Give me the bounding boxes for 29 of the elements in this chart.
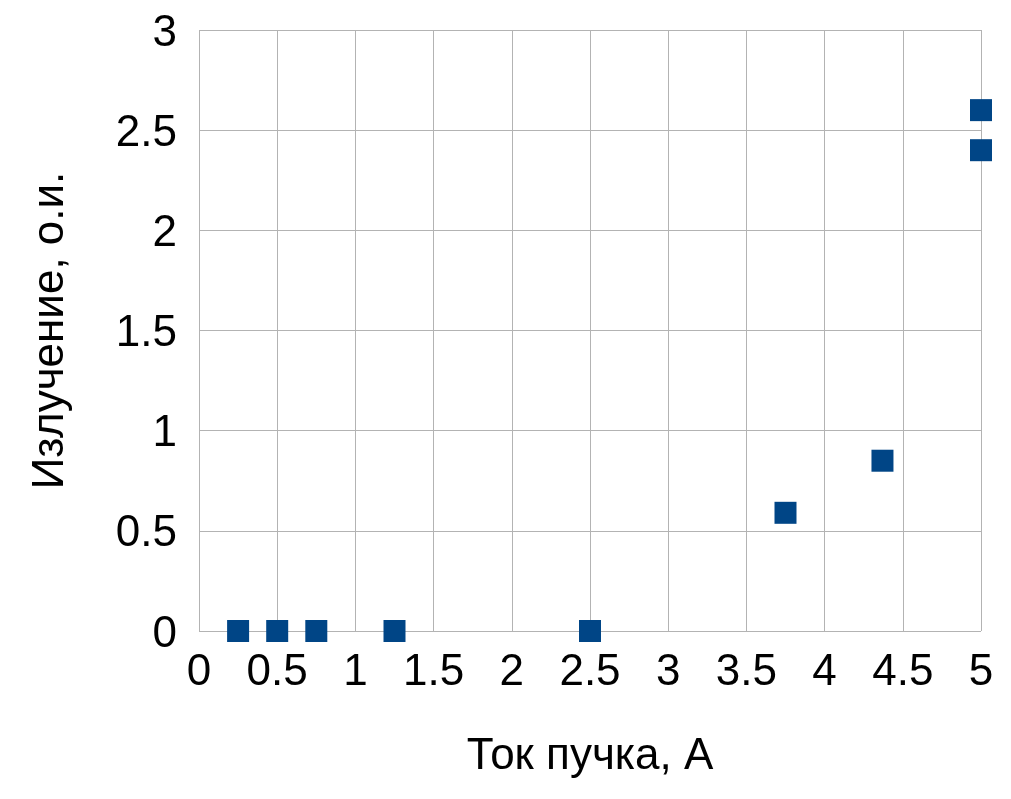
x-tick-label: 2.5 xyxy=(559,644,621,694)
point xyxy=(970,139,992,162)
x-tick-label: 1.5 xyxy=(403,644,465,694)
y-tick-label: 1.5 xyxy=(115,306,177,355)
point xyxy=(871,449,894,472)
y-axis-title: Излучение, о.и. xyxy=(22,171,72,490)
y-tick-label: 0 xyxy=(152,606,177,656)
y-tick-label: 0.5 xyxy=(115,506,177,556)
x-tick-label: 1 xyxy=(343,644,368,694)
y-tick-label: 3 xyxy=(152,5,177,55)
x-tick-label: 2 xyxy=(499,644,525,694)
point xyxy=(774,501,797,524)
x-tick-label: 4.5 xyxy=(872,644,934,694)
x-tick-label: 3.5 xyxy=(715,644,777,694)
y-tick-label: 2 xyxy=(152,205,177,255)
x-tick-label: 0 xyxy=(186,644,212,694)
x-tick-label: 4 xyxy=(812,644,837,694)
point xyxy=(970,99,992,122)
x-tick-label: 3 xyxy=(655,644,681,694)
point xyxy=(305,620,328,642)
x-tick-label: 0.5 xyxy=(246,644,308,694)
point xyxy=(579,620,601,642)
x-tick-label: 5 xyxy=(968,644,994,694)
y-tick-label: 2.5 xyxy=(115,105,177,155)
x-axis-title: Ток пучка, А xyxy=(466,728,714,778)
y-tick-label: 1 xyxy=(152,406,177,456)
point xyxy=(266,620,289,642)
point xyxy=(227,620,250,642)
point xyxy=(383,620,406,642)
